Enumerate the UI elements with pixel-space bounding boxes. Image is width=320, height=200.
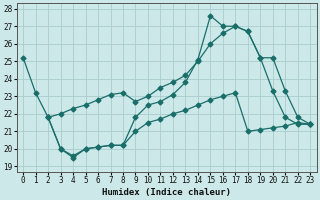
X-axis label: Humidex (Indice chaleur): Humidex (Indice chaleur) [102,188,231,197]
